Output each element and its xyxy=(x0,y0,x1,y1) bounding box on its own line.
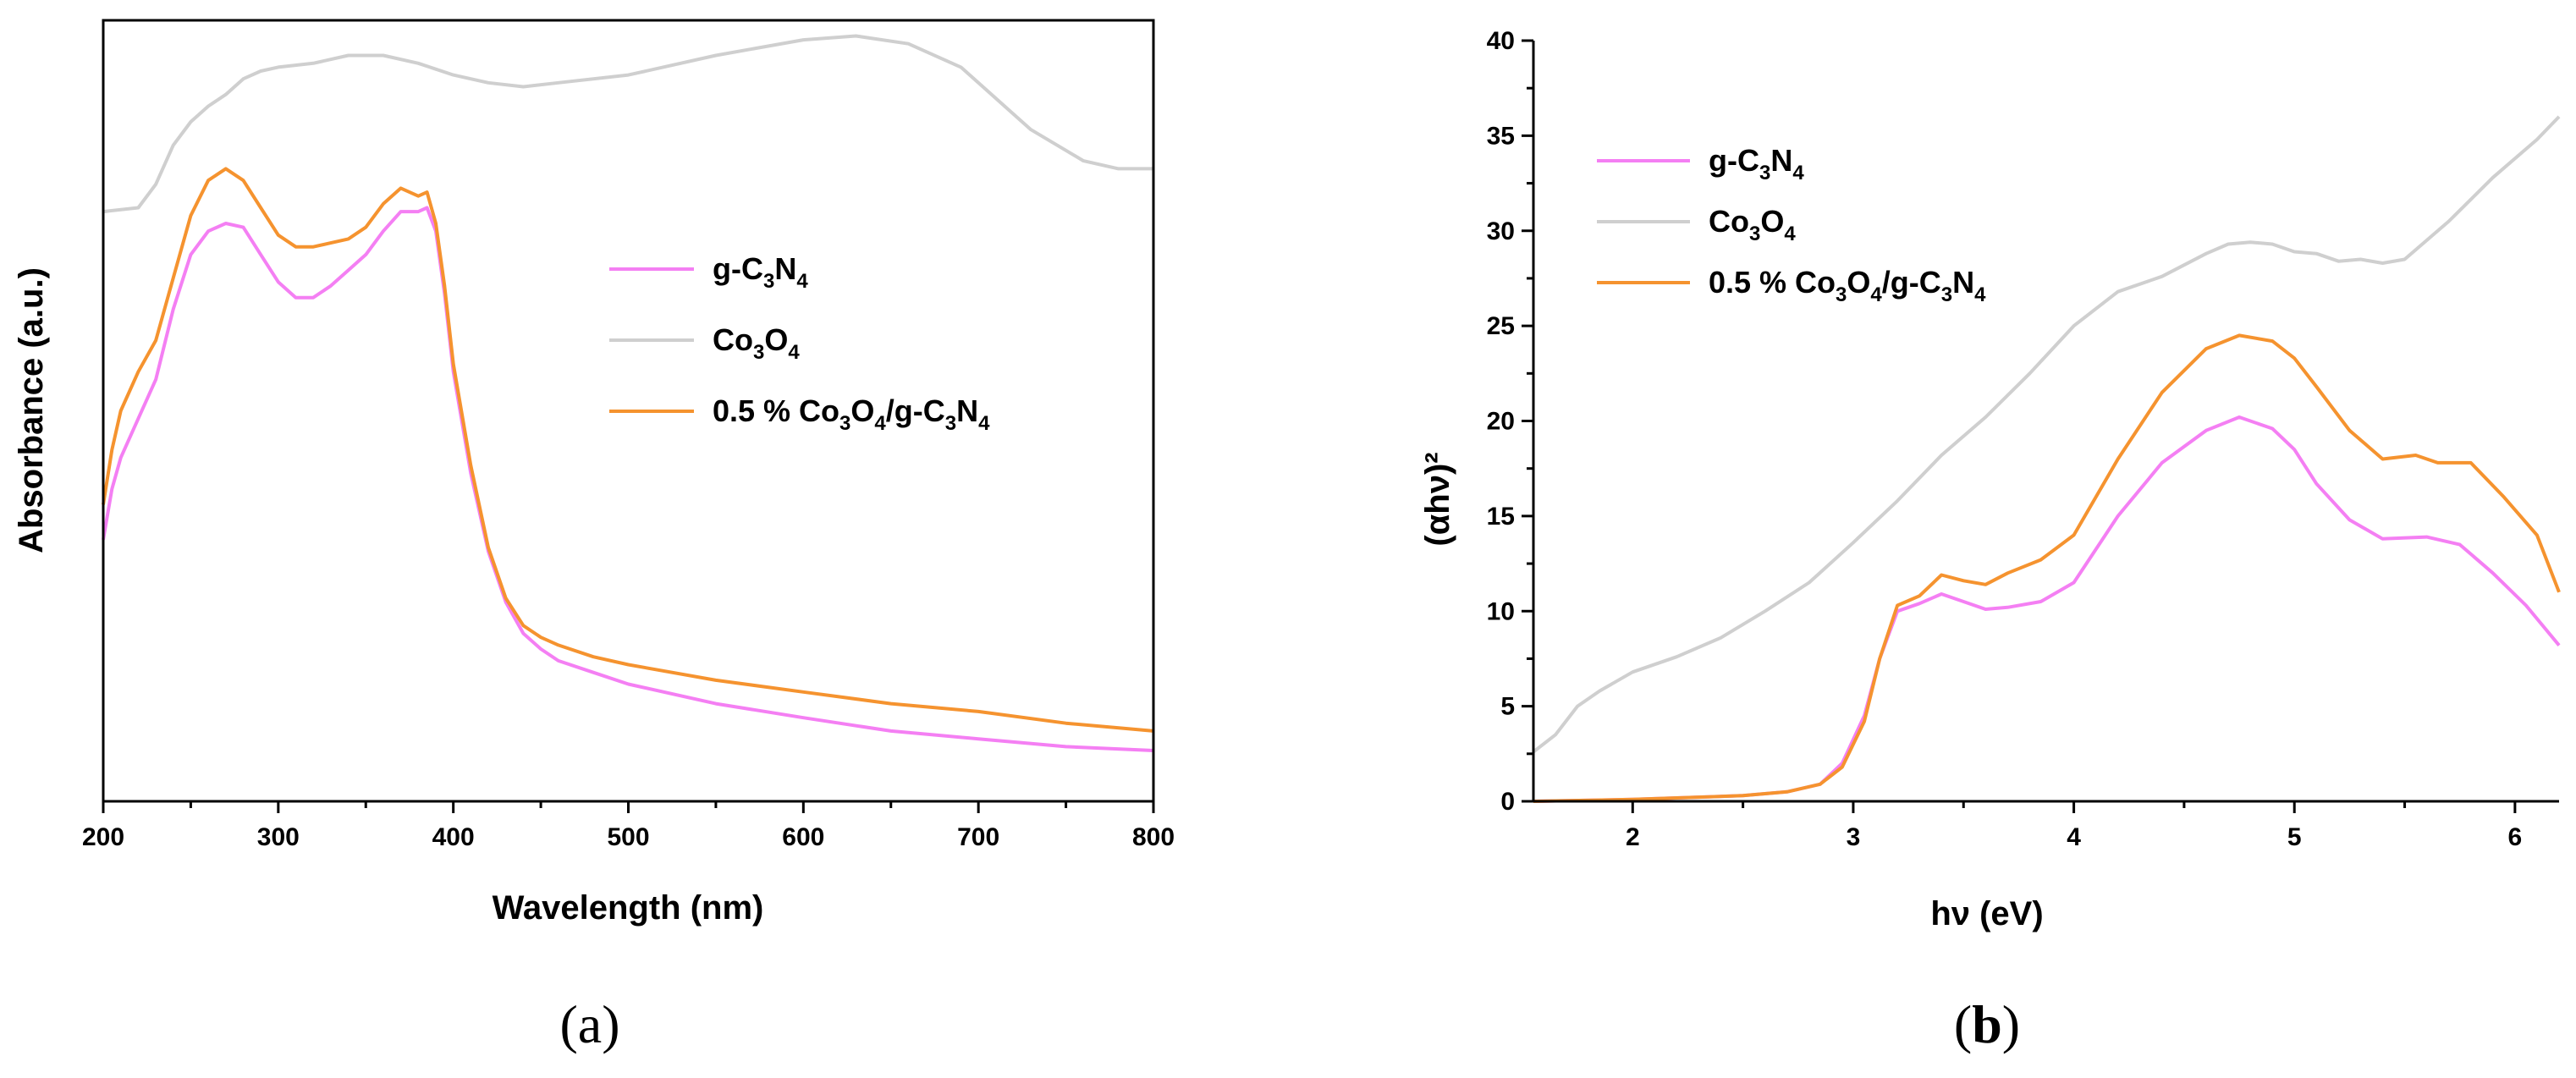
panel-a-x-axis-title: Wavelength (nm) xyxy=(493,889,764,927)
panel-b-y-axis: 0 5 10 15 20 25 30 35 40 xyxy=(1487,27,1533,816)
x-tick-label: 6 xyxy=(2508,823,2523,851)
legend-text-part: O xyxy=(1847,265,1870,300)
panel-b-series-line-co3o4 xyxy=(1532,115,2561,754)
legend-label-co3o4: Co3O4 xyxy=(713,322,800,364)
legend-text-part: O xyxy=(1760,204,1784,239)
legend-text-part: N xyxy=(1952,265,1974,300)
legend-text-part: O xyxy=(850,393,874,428)
y-tick-label: 20 xyxy=(1487,408,1515,436)
panel-b-label: (b) xyxy=(1954,994,2020,1054)
legend-text-part: g-C xyxy=(1709,143,1759,178)
legend-text-part: 4 xyxy=(1974,283,1986,306)
panel-a-series-group xyxy=(102,34,1154,752)
legend-text-part: 4 xyxy=(796,270,808,293)
panel-a-y-axis-title: Absorbance (a.u.) xyxy=(13,267,50,553)
x-tick-label: 300 xyxy=(257,823,300,851)
legend-text-part: 4 xyxy=(1792,162,1804,184)
y-tick-label: 30 xyxy=(1487,217,1515,245)
legend-text-part: 3 xyxy=(1941,283,1952,306)
panel-b-x-axis: 2 3 4 5 6 xyxy=(1626,801,2522,851)
legend-label-g-c3n4: g-C3N4 xyxy=(713,251,808,293)
x-tick-label: 500 xyxy=(607,823,649,851)
legend-text-part: g-C xyxy=(713,251,763,286)
x-tick-label: 5 xyxy=(2287,823,2302,851)
legend-text-part: 3 xyxy=(1759,162,1770,184)
legend-text-part: 4 xyxy=(1784,223,1796,245)
legend-text-part: 4 xyxy=(978,412,990,435)
y-tick-label: 0 xyxy=(1500,788,1515,816)
legend-text-part: O xyxy=(764,322,788,357)
x-tick-label: 4 xyxy=(2067,823,2081,851)
legend-text-part: 3 xyxy=(1749,223,1760,245)
panel-a-series-line-g-c3n4 xyxy=(102,206,1154,752)
legend-text-part: 3 xyxy=(763,270,774,293)
panel-a-x-axis: 200 300 400 500 600 700 800 xyxy=(82,801,1175,851)
legend-text-part: Co xyxy=(713,322,753,357)
legend-text-part: 3 xyxy=(839,412,850,435)
legend-text-part: 3 xyxy=(1836,283,1847,306)
y-tick-label: 15 xyxy=(1487,503,1515,531)
x-tick-label: 400 xyxy=(432,823,475,851)
legend-text-part: Co xyxy=(1709,204,1749,239)
y-tick-label: 25 xyxy=(1487,312,1515,340)
x-tick-label: 2 xyxy=(1626,823,1640,851)
legend-text-part: 3 xyxy=(945,412,956,435)
legend-text-part: /g-C xyxy=(1882,265,1941,300)
panel-a-series-line-0-5-co3o4-g-c3n4 xyxy=(102,167,1154,733)
panel-b-label-close: ) xyxy=(2002,994,2020,1054)
legend-label-g-c3n4: g-C3N4 xyxy=(1709,143,1804,184)
legend-text-part: 0.5 % Co xyxy=(1709,265,1836,300)
legend-label-0-5-co3o4-g-c3n4: 0.5 % Co3O4/g-C3N4 xyxy=(1709,265,1986,306)
legend-text-part: /g-C xyxy=(886,393,945,428)
panel-a-chart: 200 300 400 500 600 700 800 Wavelength (nm) Ab… xyxy=(13,19,1175,1054)
panel-a-series-line-co3o4 xyxy=(102,34,1153,214)
y-tick-label: 10 xyxy=(1487,597,1515,625)
panel-b-x-axis-title: hν (eV) xyxy=(1930,895,2043,932)
x-tick-label: 700 xyxy=(957,823,999,851)
legend-text-part: 4 xyxy=(788,341,800,364)
panel-b-series-line-g-c3n4 xyxy=(1533,415,2561,803)
panel-b-axes xyxy=(1532,41,2559,803)
legend-text-part: 0.5 % Co xyxy=(713,393,839,428)
x-tick-label: 3 xyxy=(1847,823,1861,851)
panel-b-label-open: ( xyxy=(1954,994,1972,1054)
panel-b-y-axis-title: (αhν)² xyxy=(1419,452,1456,546)
panel-b-label-letter: b xyxy=(1972,994,2002,1054)
legend-text-part: N xyxy=(1770,143,1792,178)
legend-text-part: 4 xyxy=(874,412,886,435)
x-tick-label: 600 xyxy=(782,823,824,851)
x-tick-label: 800 xyxy=(1132,823,1175,851)
y-tick-label: 5 xyxy=(1500,693,1515,721)
legend-text-part: 4 xyxy=(1870,283,1882,306)
x-tick-label: 200 xyxy=(82,823,124,851)
legend-label-co3o4: Co3O4 xyxy=(1709,204,1796,245)
legend-text-part: N xyxy=(956,393,978,428)
y-tick-label: 35 xyxy=(1487,122,1515,150)
legend-label-0-5-co3o4-g-c3n4: 0.5 % Co3O4/g-C3N4 xyxy=(713,393,990,435)
y-tick-label: 40 xyxy=(1487,27,1515,55)
panel-b-series-group xyxy=(1532,115,2561,803)
panel-b-series-line-0-5-co3o4-g-c3n4 xyxy=(1533,333,2561,803)
panel-a-label: (a) xyxy=(559,994,619,1054)
legend-text-part: 3 xyxy=(753,341,764,364)
legend-text-part: N xyxy=(774,251,796,286)
